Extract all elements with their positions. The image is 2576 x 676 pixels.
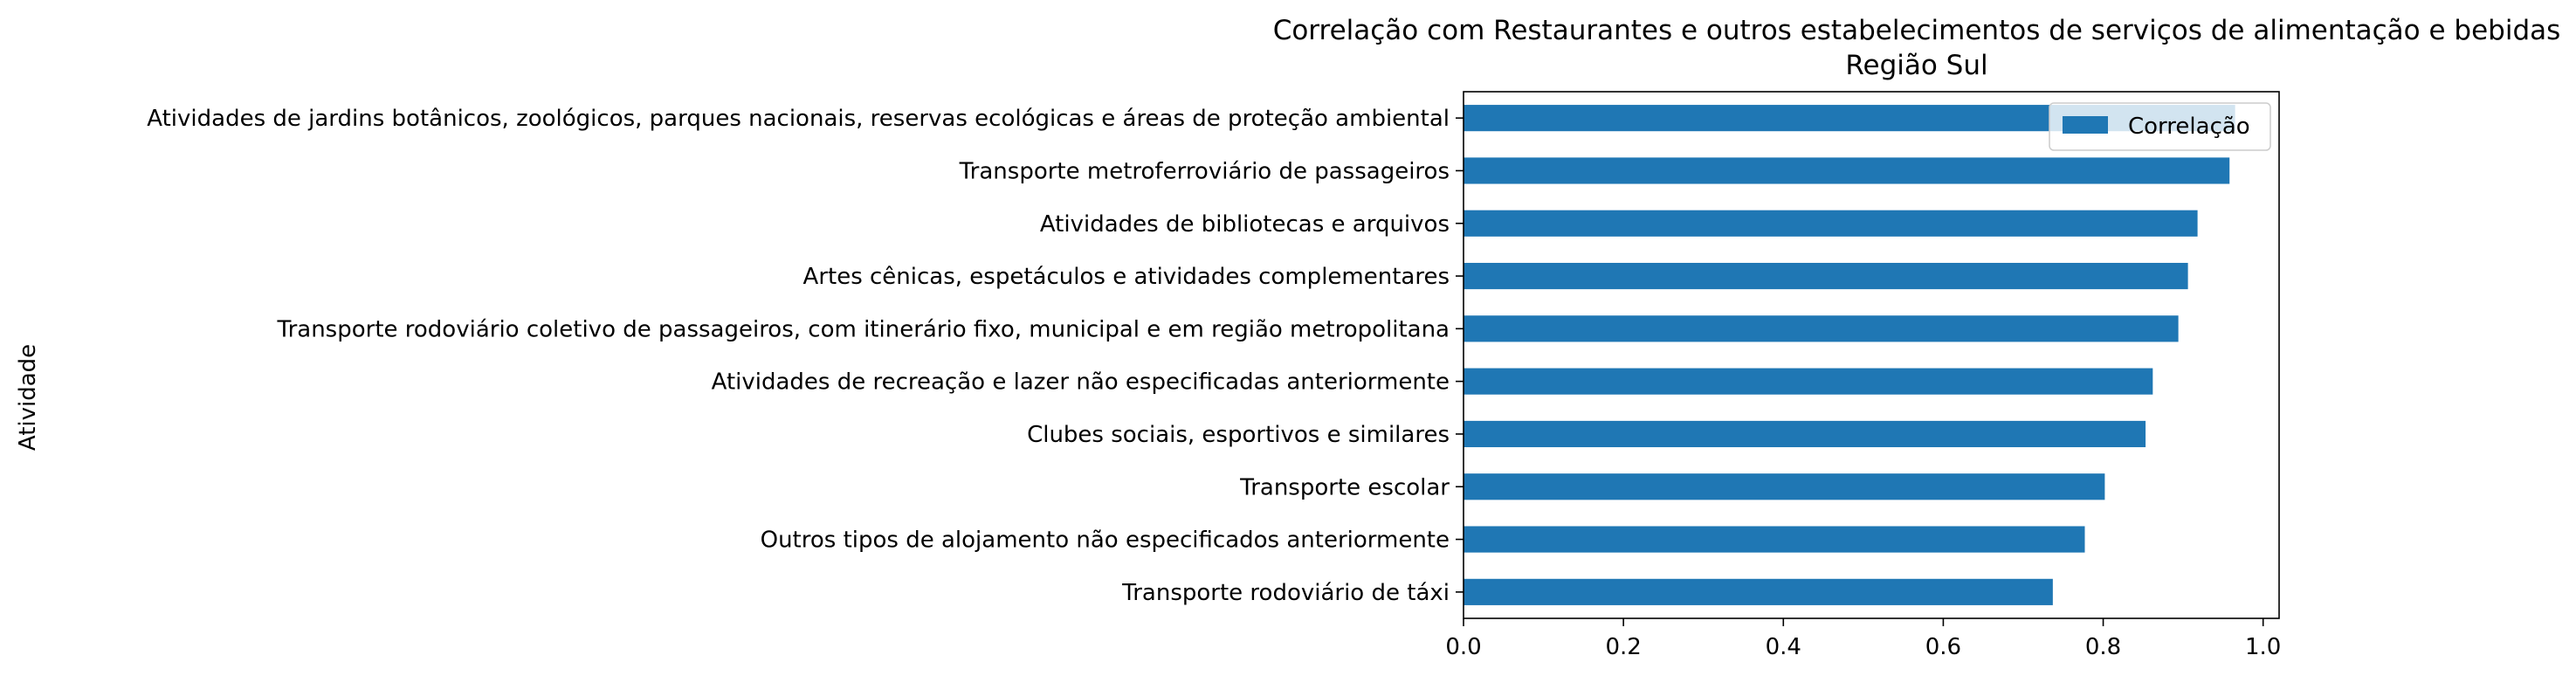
x-tick-label: 0.2 [1605,634,1641,660]
legend-label: Correlação [2128,114,2250,140]
plot-frame [1463,91,2280,619]
y-tick-label: Transporte rodoviário coletivo de passag… [277,316,1450,342]
y-tick-label: Transporte metroferroviário de passageir… [959,158,1450,184]
chart-subtitle: Região Sul [1845,50,1987,81]
y-tick-labels: Atividades de jardins botânicos, zoológi… [147,106,1464,606]
legend-swatch [2063,116,2108,134]
x-tick-label: 0.6 [1925,634,1961,660]
legend-box [2049,102,2271,151]
bar-10 [1464,578,2053,605]
legend: Correlação [2049,102,2271,151]
bar-9 [1464,526,2085,553]
bar-7 [1464,420,2146,448]
bar-5 [1464,315,2179,342]
chart-title: Correlação com Restaurantes e outros est… [1273,15,2561,46]
bar-3 [1464,210,2198,237]
bar-4 [1464,262,2188,290]
x-tick-label: 0.0 [1445,634,1481,660]
x-tick-label: 0.8 [2085,634,2121,660]
y-tick-label: Atividades de recreação e lazer não espe… [712,369,1450,396]
y-tick-label: Transporte rodoviário de táxi [1121,580,1450,606]
y-tick-label: Artes cênicas, espetáculos e atividades … [803,264,1450,290]
y-axis-label: Atividade [15,344,41,451]
bar-2 [1464,157,2230,184]
bar-6 [1464,368,2153,395]
y-tick-label: Outros tipos de alojamento não especific… [761,528,1450,554]
y-tick-label: Clubes sociais, esportivos e similares [1027,422,1450,448]
y-tick-label: Transporte escolar [1239,474,1450,500]
y-tick-label: Atividades de jardins botânicos, zoológi… [147,106,1450,132]
x-tick-label: 0.4 [1766,634,1801,660]
bar-8 [1464,473,2105,500]
y-tick-label: Atividades de bibliotecas e arquivos [1040,211,1450,238]
x-tick-labels: 0.0 0.2 0.4 0.6 0.8 1.0 [1445,618,2281,660]
x-tick-label: 1.0 [2245,634,2281,660]
